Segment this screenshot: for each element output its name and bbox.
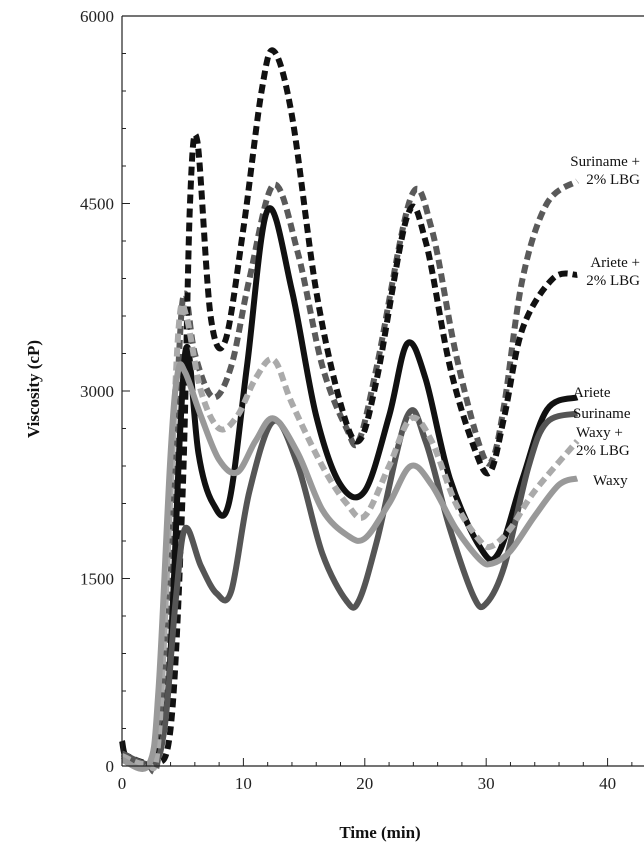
series-line-suriname-2-lbg — [121, 178, 580, 775]
x-tick-label: 30 — [478, 774, 495, 793]
series-label-ariete-2-lbg: Ariete + 2% LBG — [586, 255, 640, 289]
x-tick-label: 10 — [235, 774, 252, 793]
series-labels: Suriname + 2% LBG Ariete + 2% LBG Ariete Suri… — [570, 154, 640, 489]
series-label-suriname: Suriname — [573, 406, 631, 422]
x-tick-label: 0 — [118, 774, 127, 793]
y-tick-label: 3000 — [80, 382, 114, 401]
x-tick-label: 40 — [599, 774, 616, 793]
axes: 0 1500 3000 4500 6000 0 10 20 30 40 — [80, 7, 644, 793]
series-line-ariete — [119, 205, 579, 771]
series-label-waxy-2-lbg: Waxy + 2% LBG — [576, 425, 630, 459]
y-tick-label: 4500 — [80, 195, 114, 214]
series-line-waxy-2-lbg — [120, 300, 580, 772]
x-tick-label: 20 — [356, 774, 373, 793]
y-tick-label: 6000 — [80, 7, 114, 26]
series-line-waxy — [120, 361, 579, 772]
series-label-line: 2% LBG — [586, 273, 640, 289]
series-label-ariete: Ariete — [573, 385, 611, 401]
y-tick-label: 0 — [106, 757, 115, 776]
y-axis-title: Viscosity (cP) — [24, 340, 43, 438]
series-label-line: Suriname + — [570, 154, 640, 170]
series-label-line: Ariete + — [590, 255, 640, 271]
plot-area — [119, 47, 580, 775]
series-line-ariete-2-lbg — [120, 47, 578, 767]
series-label-suriname-2-lbg: Suriname + 2% LBG — [570, 154, 640, 188]
series-label-line: Waxy — [593, 473, 628, 489]
series-line-suriname — [120, 407, 579, 768]
series-label-line: 2% LBG — [576, 443, 630, 459]
x-axis-title: Time (min) — [339, 823, 420, 842]
series-label-line: 2% LBG — [586, 172, 640, 188]
series-label-line: Ariete — [573, 385, 611, 401]
series-label-waxy: Waxy — [593, 473, 628, 489]
y-tick-label: 1500 — [80, 570, 114, 589]
series-label-line: Waxy + — [576, 425, 623, 441]
series-label-line: Suriname — [573, 406, 631, 422]
